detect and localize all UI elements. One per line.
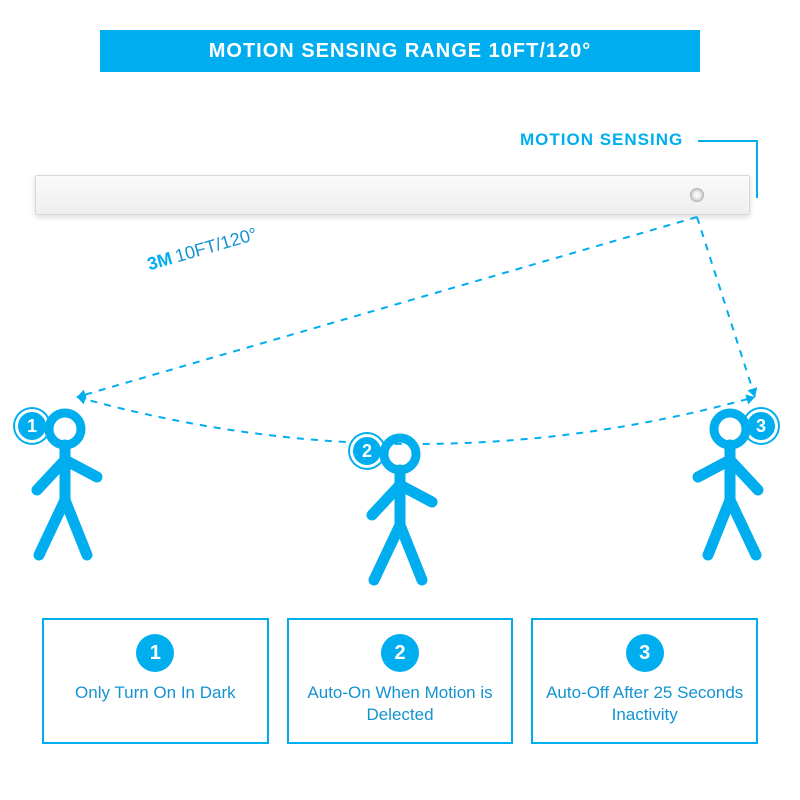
step-text-3: Auto-Off After 25 Seconds Inactivity xyxy=(543,682,746,726)
motion-sensing-callout: MOTION SENSING xyxy=(520,130,683,150)
title-text: MOTION SENSING RANGE 10FT/120° xyxy=(209,40,592,63)
light-bar-device xyxy=(35,175,750,215)
step-text-1: Only Turn On In Dark xyxy=(75,682,236,704)
range-rest: 10FT/120° xyxy=(173,224,259,266)
person-icon xyxy=(5,405,125,575)
range-label: 3M10FT/120° xyxy=(145,224,260,275)
range-emph: 3M xyxy=(145,248,175,274)
title-bar: MOTION SENSING RANGE 10FT/120° xyxy=(100,30,700,72)
steps-row: 1 Only Turn On In Dark 2 Auto-On When Mo… xyxy=(42,618,758,744)
callout-line-horizontal xyxy=(698,140,758,142)
motion-sensor-icon xyxy=(690,188,704,202)
step-num-1: 1 xyxy=(136,634,174,672)
step-text-2: Auto-On When Motion is Delected xyxy=(299,682,502,726)
step-box-3: 3 Auto-Off After 25 Seconds Inactivity xyxy=(531,618,758,744)
person-icon xyxy=(670,405,790,575)
step-box-1: 1 Only Turn On In Dark xyxy=(42,618,269,744)
step-num-2: 2 xyxy=(381,634,419,672)
person-icon xyxy=(340,430,460,600)
step-num-3: 3 xyxy=(626,634,664,672)
step-box-2: 2 Auto-On When Motion is Delected xyxy=(287,618,514,744)
callout-line-vertical xyxy=(756,140,758,198)
